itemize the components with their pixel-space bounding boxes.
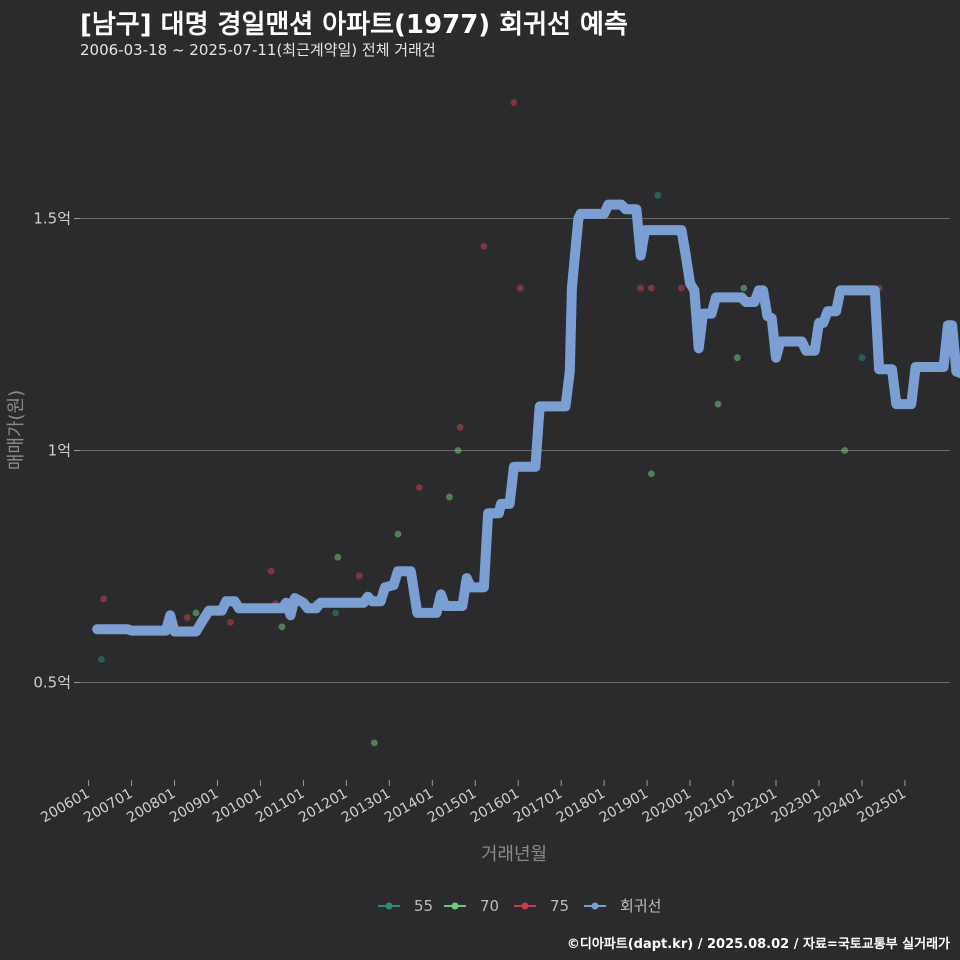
legend-label: 회귀선 xyxy=(620,897,661,915)
data-point-70 xyxy=(370,739,378,747)
x-tick-label: 200801 xyxy=(124,786,178,827)
legend-swatch-dot xyxy=(591,902,599,910)
x-tick-label: 201501 xyxy=(425,786,479,827)
x-tick-label: 200701 xyxy=(81,786,135,827)
data-point-70 xyxy=(740,284,748,292)
data-point-75 xyxy=(416,484,423,492)
legend-label: 70 xyxy=(480,897,499,915)
data-point-75 xyxy=(510,99,518,106)
data-point-75 xyxy=(355,572,363,580)
data-point-70 xyxy=(648,470,655,478)
x-tick-label: 201901 xyxy=(597,786,651,827)
data-point-70 xyxy=(714,400,722,408)
y-tick-label: 1억 xyxy=(48,442,71,460)
data-point-75 xyxy=(637,284,645,292)
source-caption: ©디아파트(dapt.kr) / 2025.08.02 / 자료=국토교통부 실… xyxy=(566,937,950,952)
data-point-70 xyxy=(394,530,402,538)
y-tick-label: 1.5억 xyxy=(33,209,71,227)
x-tick-label: 201401 xyxy=(382,786,436,827)
x-tick-label: 200601 xyxy=(38,786,92,827)
data-point-75 xyxy=(678,284,685,292)
legend-swatch-dot xyxy=(451,902,459,910)
data-point-70 xyxy=(454,447,462,454)
data-point-70 xyxy=(446,493,453,501)
y-tick-label: 0.5억 xyxy=(33,674,71,692)
data-point-70 xyxy=(192,609,200,617)
x-axis-label: 거래년월 xyxy=(481,844,547,865)
data-point-75 xyxy=(267,567,275,575)
x-tick-label: 201701 xyxy=(511,786,565,827)
data-point-55 xyxy=(332,609,340,617)
data-point-70 xyxy=(733,354,741,362)
x-tick-label: 201201 xyxy=(296,786,350,827)
data-point-75 xyxy=(100,595,108,603)
data-point-75 xyxy=(516,284,524,292)
data-point-75 xyxy=(226,618,234,626)
legend: 55 70 75 회귀선 xyxy=(378,897,661,915)
legend-label: 55 xyxy=(414,897,433,915)
x-tick-label: 200901 xyxy=(167,786,221,827)
chart-subtitle: 2006-03-18 ~ 2025-07-11(최근계약일) 전체 거래건 xyxy=(80,41,436,59)
x-tick-label: 202201 xyxy=(726,786,780,827)
x-tick-label: 202401 xyxy=(812,786,866,827)
data-point-75 xyxy=(456,423,464,431)
y-axis-label: 매매가(원) xyxy=(6,390,27,470)
x-tick-label: 201801 xyxy=(554,786,608,827)
data-point-75 xyxy=(648,284,655,292)
x-tick-label: 202101 xyxy=(683,786,737,827)
data-point-70 xyxy=(841,447,849,454)
x-tick-label: 201301 xyxy=(339,786,393,827)
regression-line xyxy=(92,199,960,637)
data-point-70 xyxy=(334,553,342,561)
x-tick-label: 202001 xyxy=(640,786,694,827)
chart-title: [남구] 대명 경일맨션 아파트(1977) 회귀선 예측 xyxy=(80,10,628,40)
data-point-75 xyxy=(184,614,191,621)
legend-label: 75 xyxy=(550,897,569,915)
data-point-70 xyxy=(278,623,286,631)
x-tick-label: 201001 xyxy=(210,786,264,827)
x-tick-label: 202301 xyxy=(769,786,823,827)
data-point-75 xyxy=(480,242,488,250)
data-point-55 xyxy=(654,191,662,199)
legend-swatch-dot xyxy=(521,902,529,910)
x-tick-label: 202501 xyxy=(855,786,909,827)
x-tick-label: 201601 xyxy=(468,786,522,827)
data-point-55 xyxy=(98,655,105,663)
data-point-55 xyxy=(858,354,866,362)
x-tick-label: 201101 xyxy=(253,786,307,827)
legend-swatch-dot xyxy=(385,902,393,910)
